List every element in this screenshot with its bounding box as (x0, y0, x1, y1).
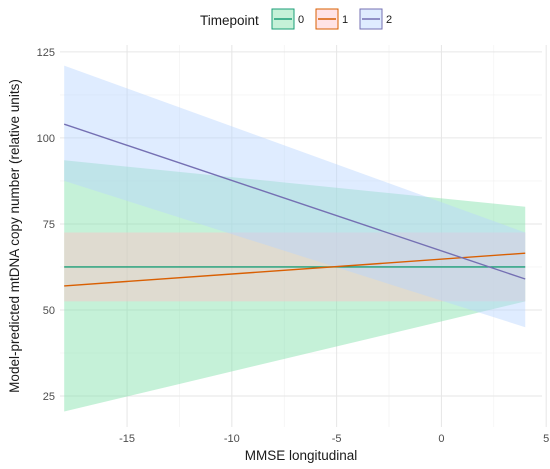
y-tick-label: 75 (43, 219, 55, 231)
series-line-2 (63, 123, 526, 280)
x-tick-label: 5 (543, 433, 549, 445)
legend: Timepoint 0 1 2 (200, 8, 392, 30)
y-tick-label: 25 (43, 391, 55, 403)
legend-title: Timepoint (200, 13, 259, 28)
series-line-1 (64, 252, 526, 287)
x-tick-label: -10 (224, 433, 240, 445)
x-tick-label: -5 (332, 433, 342, 445)
legend-label: 0 (298, 14, 304, 26)
y-tick-label: 125 (37, 47, 55, 59)
series-lines (63, 123, 526, 287)
legend-label: 2 (386, 14, 392, 26)
grid-major (60, 45, 547, 427)
legend-label: 1 (342, 14, 348, 26)
x-axis-ticks: -15 -10 -5 0 5 (119, 433, 549, 445)
y-tick-label: 50 (43, 305, 55, 317)
y-tick-label: 100 (37, 133, 55, 145)
legend-item-1: 1 (315, 8, 348, 30)
confidence-band-0 (64, 160, 526, 412)
confidence-bands (64, 65, 526, 412)
x-axis-title: MMSE longitudinal (245, 448, 358, 463)
legend-item-2: 2 (359, 8, 392, 30)
x-tick-label: 0 (438, 433, 444, 445)
plot-panel (60, 45, 547, 427)
y-axis-title: Model-predicted mtDNA copy number (relat… (7, 79, 22, 393)
x-tick-label: -15 (119, 433, 135, 445)
y-axis-ticks: 25 50 75 100 125 (37, 47, 55, 403)
legend-item-0: 0 (271, 8, 304, 30)
